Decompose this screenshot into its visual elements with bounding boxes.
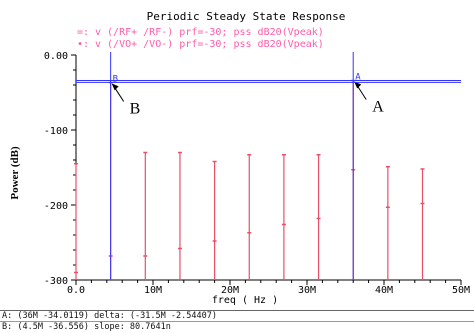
x-tick-label: 20M (221, 285, 239, 296)
x-tick-label: 40M (375, 285, 393, 296)
marker-B-tag: B (113, 74, 118, 84)
marker-B-arrowhead (111, 83, 119, 91)
legend: =: v (/RF+ /RF-) prf=-30; pss dB20(Vpeak)… (77, 27, 324, 50)
x-tick-label: 50M (452, 285, 470, 296)
y-tick-label: 0.00 (44, 51, 68, 62)
y-axis-ticks: 0.00 -100 -200 -300 (44, 51, 76, 287)
x-tick-label: 0.0 (67, 285, 85, 296)
legend-marker-1: =: (77, 27, 89, 38)
marker-A-arrowhead (354, 81, 362, 89)
x-tick-label: 30M (298, 285, 316, 296)
x-axis-ticks: 0.0 10M 20M 30M 40M 50M (67, 280, 470, 296)
y-axis-label: Power (dB) (9, 146, 21, 200)
marker-B-callout: B (130, 100, 141, 117)
y-tick-label: -100 (44, 126, 68, 137)
marker-A-callout: A (372, 99, 384, 116)
legend-marker-2: •: (77, 39, 89, 50)
y-tick-label: -200 (44, 201, 68, 212)
marker-b-readout: B: (4.5M -36.556) slope: 80.7641n (0, 321, 474, 333)
legend-entry-1: v (/RF+ /RF-) prf=-30; pss dB20(Vpeak) (95, 27, 324, 38)
markers[interactable]: A A B B (76, 52, 461, 280)
legend-entry-2: v (/VO+ /VO-) prf=-30; pss dB20(Vpeak) (95, 39, 324, 50)
x-tick-label: 10M (144, 285, 162, 296)
marker-A-tag: A (355, 73, 361, 83)
y-tick-label: -300 (44, 276, 68, 287)
chart-svg: Periodic Steady State Response =: v (/RF+… (9, 10, 470, 306)
axes (75, 55, 461, 281)
x-axis-label: freq ( Hz ) (212, 295, 278, 306)
marker-a-readout: A: (36M -34.0119) delta: (-31.5M -2.5440… (0, 310, 474, 322)
chart-title: Periodic Steady State Response (147, 10, 346, 23)
